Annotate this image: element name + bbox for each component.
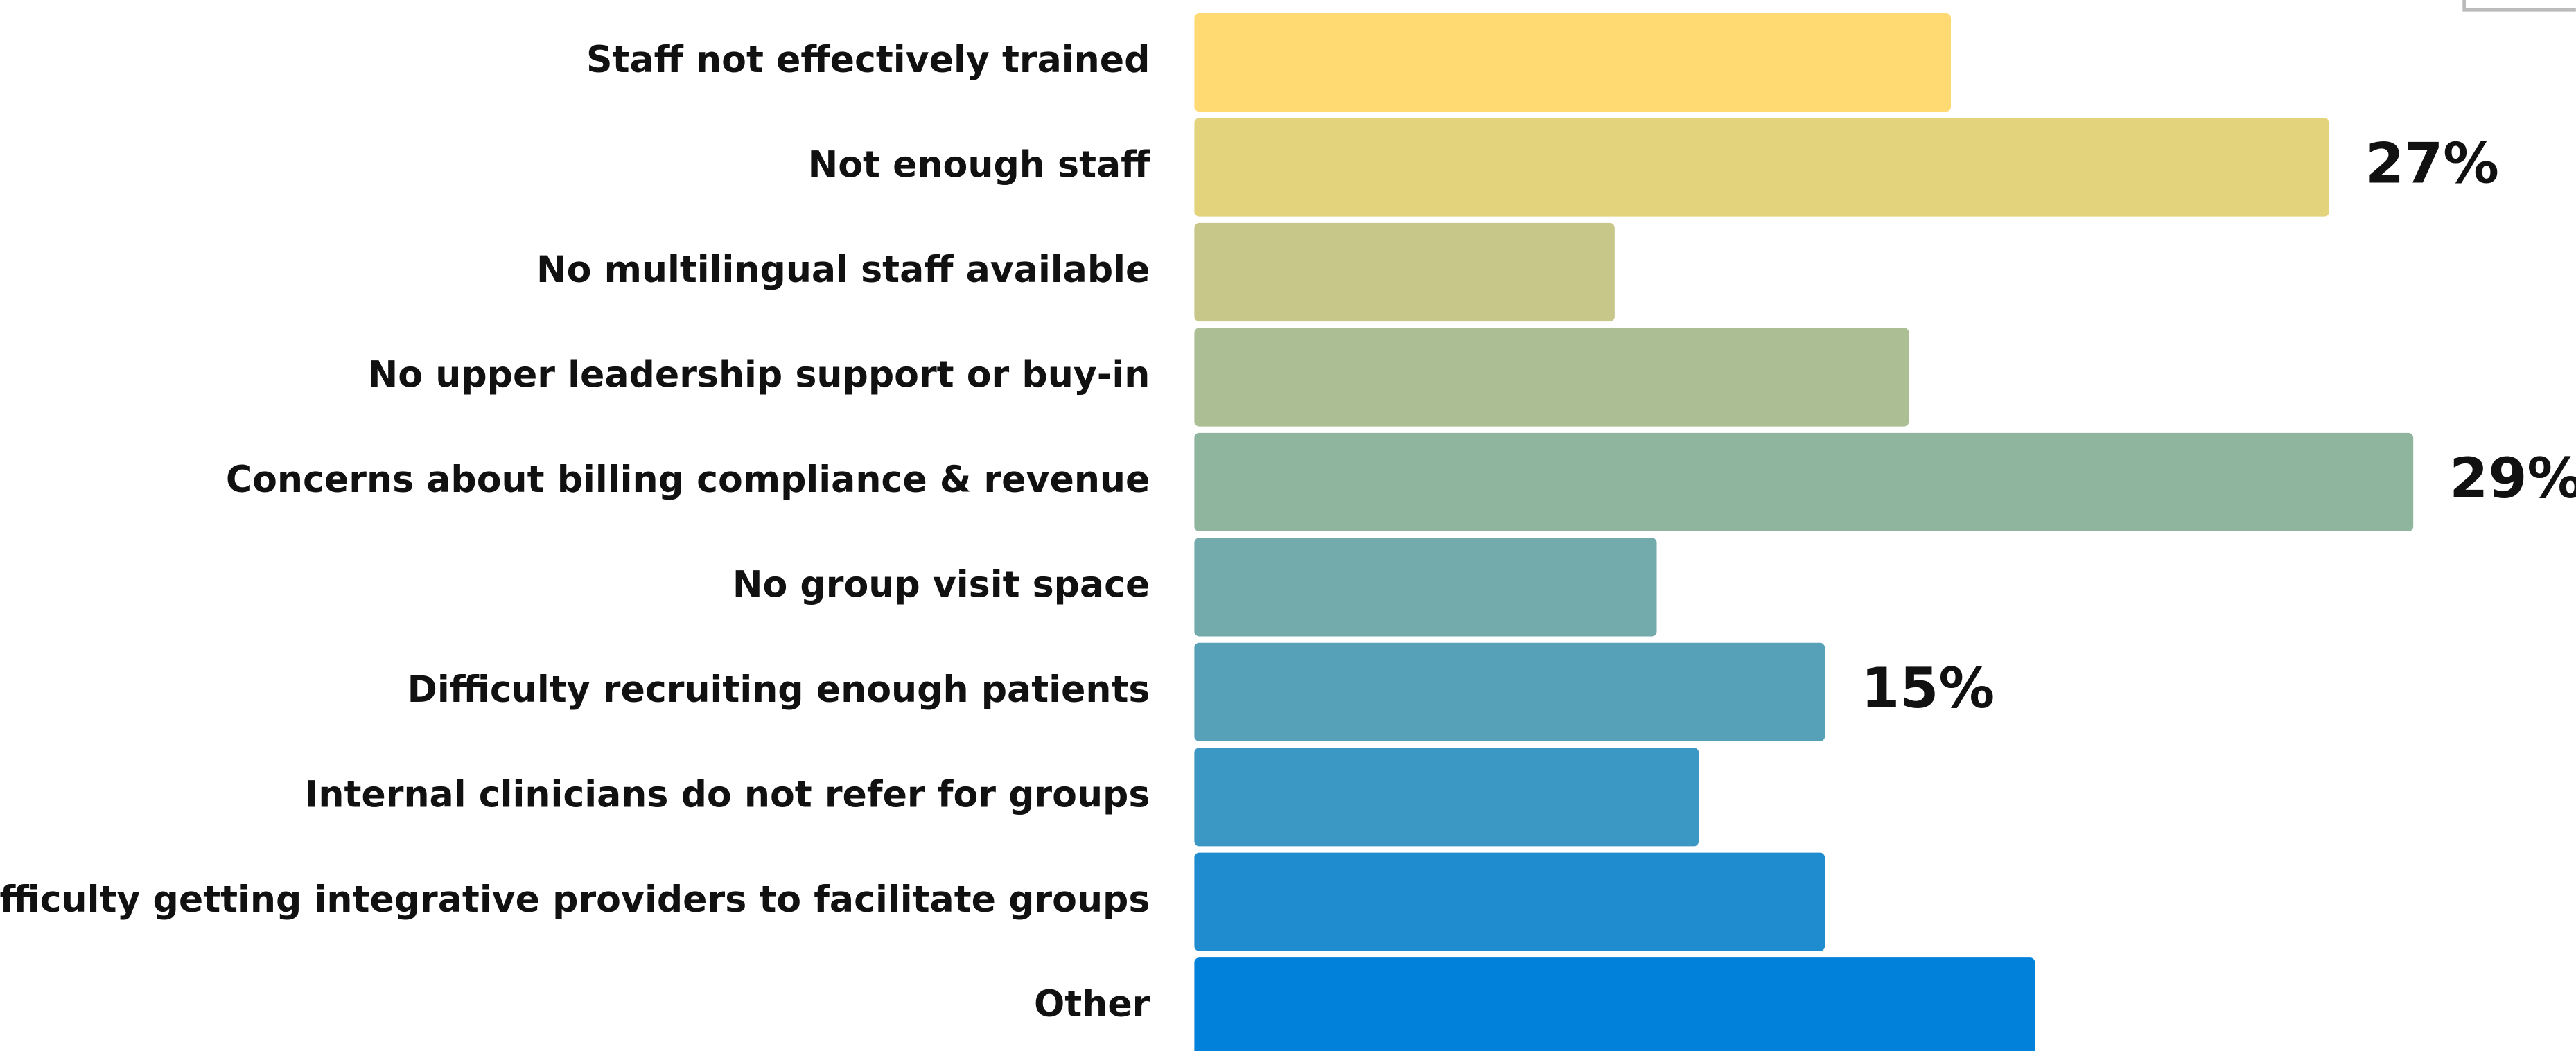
category-label: No upper leadership support or buy-in	[368, 354, 1150, 396]
bar	[1194, 642, 1825, 741]
category-label: Other	[1034, 984, 1150, 1025]
category-label: Difficulty recruiting enough patients	[408, 669, 1150, 711]
bar	[1194, 538, 1657, 637]
value-label: 27%	[2365, 132, 2499, 197]
category-label: Staff not effectively trained	[586, 39, 1150, 81]
bar	[1194, 328, 1909, 427]
category-label: Difficulty getting integrative providers…	[0, 879, 1150, 921]
frame-corner	[2462, 0, 2576, 12]
bar	[1194, 12, 1952, 112]
category-label: Internal clinicians do not refer for gro…	[305, 774, 1150, 815]
category-label: Not enough staff	[808, 145, 1151, 186]
bar	[1194, 432, 2414, 532]
bar	[1194, 852, 1825, 951]
bar	[1194, 957, 2035, 1051]
bar	[1194, 748, 1699, 847]
value-label: 15%	[1861, 656, 1995, 721]
value-label: 29%	[2449, 446, 2576, 511]
category-label: No group visit space	[733, 564, 1150, 606]
category-label: Concerns about billing compliance & reve…	[226, 459, 1150, 501]
category-label: No multilingual staff available	[536, 249, 1150, 291]
bar	[1194, 222, 1615, 322]
bar	[1194, 118, 2329, 217]
